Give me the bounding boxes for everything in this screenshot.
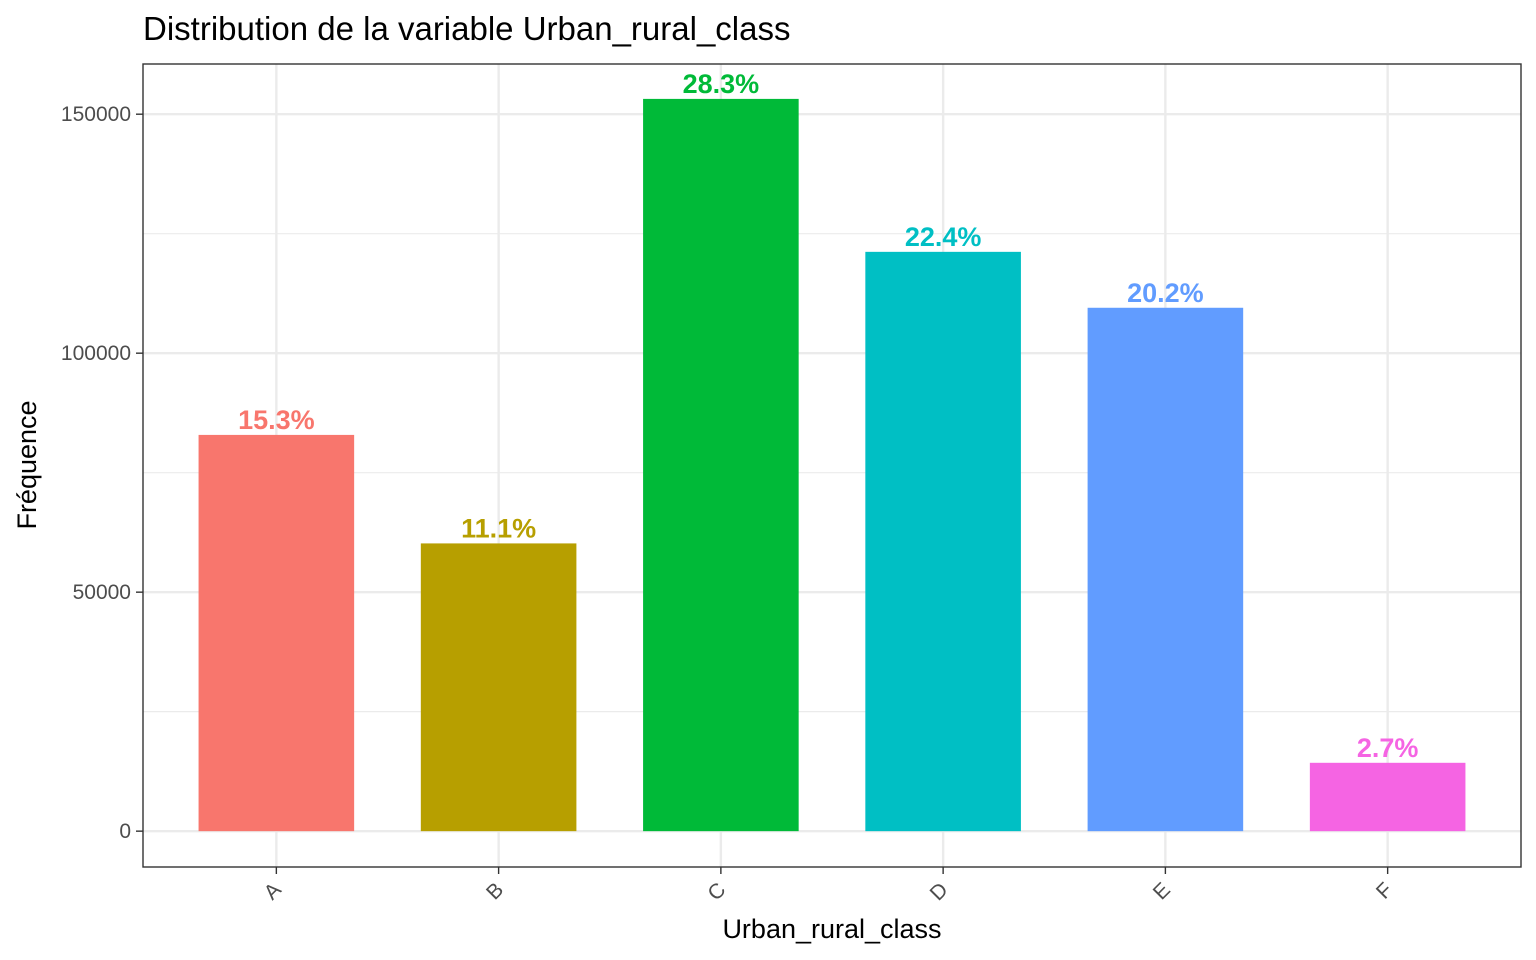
bar-label-d: 22.4% <box>905 222 982 252</box>
bar-c <box>643 98 799 832</box>
bar-value-labels: 15.3% 11.1% 28.3% 22.4% 20.2% 2.7% <box>238 69 1418 763</box>
y-tick-label: 150000 <box>61 103 131 126</box>
bars <box>198 98 1466 832</box>
bar-a <box>198 434 355 832</box>
x-tick-label-c: C <box>703 878 730 905</box>
y-axis: 0 50000 100000 150000 <box>61 103 143 843</box>
x-tick-label-d: D <box>926 878 953 905</box>
plot-panel <box>143 64 1521 867</box>
bar-label-a: 15.3% <box>238 405 315 435</box>
bar-label-c: 28.3% <box>683 69 760 99</box>
plot-panel-border <box>142 63 1522 868</box>
bar-label-b: 11.1% <box>461 513 536 543</box>
bar-d <box>865 251 1021 832</box>
y-tick-label: 50000 <box>73 581 131 604</box>
y-tick-label: 0 <box>119 820 131 843</box>
y-tick-label: 100000 <box>61 342 131 365</box>
bar-e <box>1087 307 1244 832</box>
x-tick-label-e: E <box>1149 878 1175 904</box>
x-tick-label-b: B <box>482 878 508 904</box>
y-axis-title: Fréquence <box>12 400 42 529</box>
x-tick-label-a: A <box>260 878 286 904</box>
x-axis-title: Urban_rural_class <box>722 914 941 944</box>
x-axis: A B C D E F <box>260 867 1397 905</box>
bar-label-f: 2.7% <box>1357 733 1419 763</box>
x-tick-label-f: F <box>1372 878 1397 903</box>
bar-label-e: 20.2% <box>1127 278 1204 308</box>
chart-title: Distribution de la variable Urban_rural_… <box>143 10 790 47</box>
bar-b <box>420 543 577 832</box>
minor-gridlines <box>143 233 1521 713</box>
bar-f <box>1309 762 1466 832</box>
